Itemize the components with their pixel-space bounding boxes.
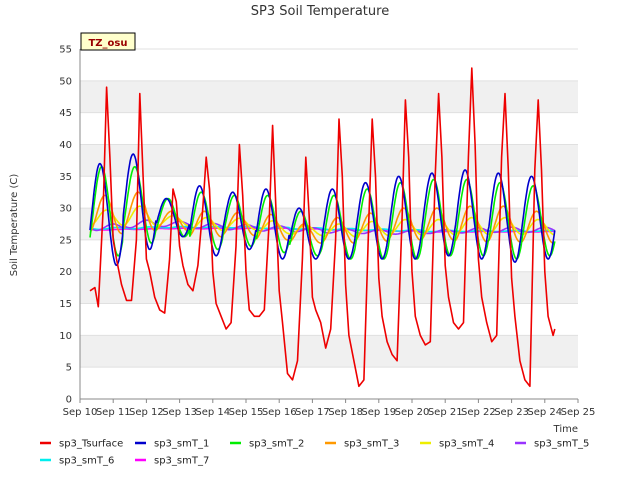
grid-band [80, 335, 578, 368]
legend-label-sp3_Tsurface: sp3_Tsurface [59, 439, 123, 450]
x-tick-label: Sep 14 [195, 407, 230, 418]
y-tick-label: 20 [59, 267, 72, 278]
chart-title: SP3 Soil Temperature [251, 4, 389, 19]
grid-band [80, 49, 578, 81]
grid-band [80, 271, 578, 304]
grid-band [80, 80, 578, 113]
series-layer [89, 67, 556, 388]
grid-band [80, 303, 578, 336]
legend: sp3_Tsurface sp3_smT_1 sp3_smT_2 sp3_smT_3 s… [40, 439, 589, 467]
legend-label-sp3_smT_6: sp3_smT_6 [59, 456, 114, 467]
x-tick-label: Sep 10 [63, 407, 98, 418]
y-tick-label: 35 [59, 172, 72, 183]
site-label-background [80, 32, 136, 51]
y-tick-label: 40 [59, 140, 72, 151]
x-tick-label: Sep 18 [328, 407, 363, 418]
grid-band [80, 367, 578, 399]
legend-label-sp3_smT_7: sp3_smT_7 [154, 456, 209, 467]
x-tick-label: Sep 11 [96, 407, 131, 418]
x-tick-label: Sep 25 [561, 407, 596, 418]
y-tick-label: 50 [59, 76, 72, 87]
x-tick-label: Sep 20 [395, 407, 430, 418]
x-tick-label: Sep 13 [162, 407, 197, 418]
y-tick-label: 25 [59, 235, 72, 246]
x-tick-label: Sep 21 [428, 407, 463, 418]
series-line-sp3_Tsurface [89, 67, 556, 388]
legend-label-sp3_smT_4: sp3_smT_4 [439, 439, 494, 450]
x-tick-label: Sep 16 [262, 407, 297, 418]
y-tick-label: 15 [59, 299, 72, 310]
site-label: TZ_osu [88, 38, 127, 49]
y-tick-label: 0 [66, 395, 72, 406]
grid-band [80, 112, 578, 145]
y-tick-label: 5 [66, 363, 72, 374]
x-tick-label: Sep 12 [129, 407, 164, 418]
x-tick-label: Sep 23 [494, 407, 529, 418]
grid-bands [80, 48, 578, 400]
x-tick-label: Sep 17 [295, 407, 330, 418]
y-axis-title: Soil Temperature (C) [9, 174, 20, 277]
legend-label-sp3_smT_5: sp3_smT_5 [534, 439, 589, 450]
y-tick-label: 30 [59, 204, 72, 215]
y-tick-label: 10 [59, 331, 72, 342]
y-tick-label: 55 [59, 45, 72, 56]
grid-band [80, 239, 578, 272]
legend-label-sp3_smT_3: sp3_smT_3 [344, 439, 399, 450]
y-tick-label: 45 [59, 108, 72, 119]
x-tick-label: Sep 24 [527, 407, 562, 418]
x-tick-label: Sep 15 [229, 407, 264, 418]
x-tick-label: Sep 22 [461, 407, 496, 418]
site-label-box: TZ_osu [80, 32, 136, 51]
legend-label-sp3_smT_2: sp3_smT_2 [249, 439, 304, 450]
legend-label-sp3_smT_1: sp3_smT_1 [154, 439, 209, 450]
x-tick-label: Sep 19 [361, 407, 396, 418]
x-axis-title: Time [553, 424, 578, 435]
grid-band [80, 144, 578, 177]
